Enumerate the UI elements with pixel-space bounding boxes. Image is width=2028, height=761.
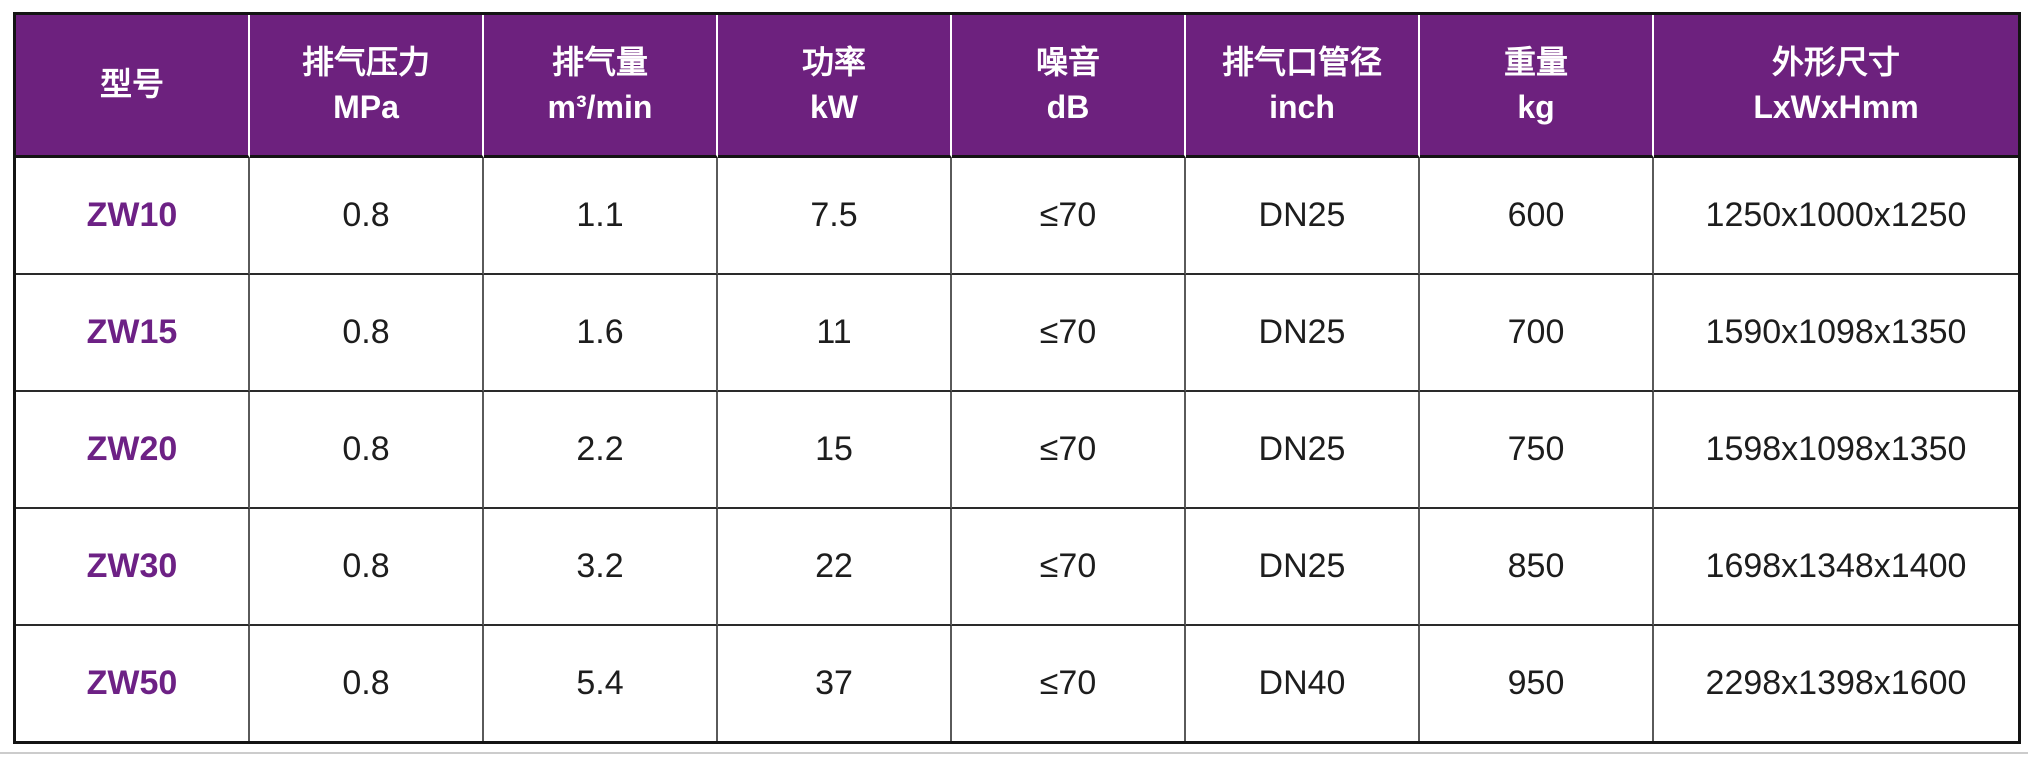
table-row: ZW10 0.8 1.1 7.5 ≤70 DN25 600 1250x1000x… xyxy=(16,158,2018,275)
col-header-weight-unit: kg xyxy=(1517,89,1555,125)
noise-cell: ≤70 xyxy=(952,509,1186,626)
dimensions-cell: 1598x1098x1350 xyxy=(1654,392,2018,509)
dimensions-cell: 1698x1348x1400 xyxy=(1654,509,2018,626)
pressure-cell: 0.8 xyxy=(250,626,484,741)
displacement-cell: 1.1 xyxy=(484,158,718,275)
outlet-pipe-cell: DN25 xyxy=(1186,275,1420,392)
product-spec-table: 型号 排气压力 MPa 排气量 m³/min 功率 kW 噪音 dB 排气口管径 inch… xyxy=(13,12,2021,744)
col-header-dimensions: 外形尺寸 LxWxHmm xyxy=(1654,15,2018,158)
weight-cell: 700 xyxy=(1420,275,1654,392)
col-header-noise-unit: dB xyxy=(1046,89,1090,125)
model-cell: ZW50 xyxy=(16,626,250,741)
displacement-cell: 1.6 xyxy=(484,275,718,392)
outlet-pipe-cell: DN25 xyxy=(1186,392,1420,509)
col-header-power-label: 功率 xyxy=(801,43,866,80)
pressure-cell: 0.8 xyxy=(250,275,484,392)
table-row: ZW15 0.8 1.6 11 ≤70 DN25 700 1590x1098x1… xyxy=(16,275,2018,392)
power-cell: 11 xyxy=(718,275,952,392)
col-header-outlet-pipe-unit: inch xyxy=(1269,89,1335,125)
pressure-cell: 0.8 xyxy=(250,158,484,275)
pressure-cell: 0.8 xyxy=(250,509,484,626)
col-header-weight-label: 重量 xyxy=(1503,43,1568,80)
col-header-power: 功率 kW xyxy=(718,15,952,158)
displacement-cell: 2.2 xyxy=(484,392,718,509)
noise-cell: ≤70 xyxy=(952,158,1186,275)
col-header-noise-label: 噪音 xyxy=(1035,43,1100,80)
power-cell: 7.5 xyxy=(718,158,952,275)
weight-cell: 950 xyxy=(1420,626,1654,741)
col-header-pressure: 排气压力 MPa xyxy=(250,15,484,158)
col-header-dimensions-unit: LxWxHmm xyxy=(1753,89,1919,125)
page-divider-line xyxy=(0,752,2028,754)
col-header-displacement: 排气量 m³/min xyxy=(484,15,718,158)
col-header-pressure-unit: MPa xyxy=(333,89,399,125)
col-header-pressure-label: 排气压力 xyxy=(301,43,430,80)
table-row: ZW20 0.8 2.2 15 ≤70 DN25 750 1598x1098x1… xyxy=(16,392,2018,509)
outlet-pipe-cell: DN40 xyxy=(1186,626,1420,741)
table-header-row: 型号 排气压力 MPa 排气量 m³/min 功率 kW 噪音 dB 排气口管径 inch… xyxy=(16,15,2018,158)
col-header-outlet-pipe: 排气口管径 inch xyxy=(1186,15,1420,158)
dimensions-cell: 1250x1000x1250 xyxy=(1654,158,2018,275)
table-row: ZW50 0.8 5.4 37 ≤70 DN40 950 2298x1398x1… xyxy=(16,626,2018,741)
col-header-weight: 重量 kg xyxy=(1420,15,1654,158)
model-cell: ZW15 xyxy=(16,275,250,392)
displacement-cell: 3.2 xyxy=(484,509,718,626)
model-cell: ZW20 xyxy=(16,392,250,509)
noise-cell: ≤70 xyxy=(952,392,1186,509)
power-cell: 37 xyxy=(718,626,952,741)
col-header-displacement-label: 排气量 xyxy=(551,43,648,80)
col-header-model-label: 型号 xyxy=(99,66,164,103)
noise-cell: ≤70 xyxy=(952,275,1186,392)
dimensions-cell: 2298x1398x1600 xyxy=(1654,626,2018,741)
col-header-power-unit: kW xyxy=(810,89,858,125)
outlet-pipe-cell: DN25 xyxy=(1186,158,1420,275)
noise-cell: ≤70 xyxy=(952,626,1186,741)
weight-cell: 850 xyxy=(1420,509,1654,626)
col-header-noise: 噪音 dB xyxy=(952,15,1186,158)
pressure-cell: 0.8 xyxy=(250,392,484,509)
displacement-cell: 5.4 xyxy=(484,626,718,741)
col-header-model: 型号 xyxy=(16,15,250,158)
col-header-outlet-pipe-label: 排气口管径 xyxy=(1221,43,1382,80)
outlet-pipe-cell: DN25 xyxy=(1186,509,1420,626)
model-cell: ZW10 xyxy=(16,158,250,275)
table-row: ZW30 0.8 3.2 22 ≤70 DN25 850 1698x1348x1… xyxy=(16,509,2018,626)
weight-cell: 600 xyxy=(1420,158,1654,275)
col-header-displacement-unit: m³/min xyxy=(547,89,653,125)
power-cell: 15 xyxy=(718,392,952,509)
col-header-dimensions-label: 外形尺寸 xyxy=(1771,43,1900,80)
dimensions-cell: 1590x1098x1350 xyxy=(1654,275,2018,392)
power-cell: 22 xyxy=(718,509,952,626)
weight-cell: 750 xyxy=(1420,392,1654,509)
model-cell: ZW30 xyxy=(16,509,250,626)
